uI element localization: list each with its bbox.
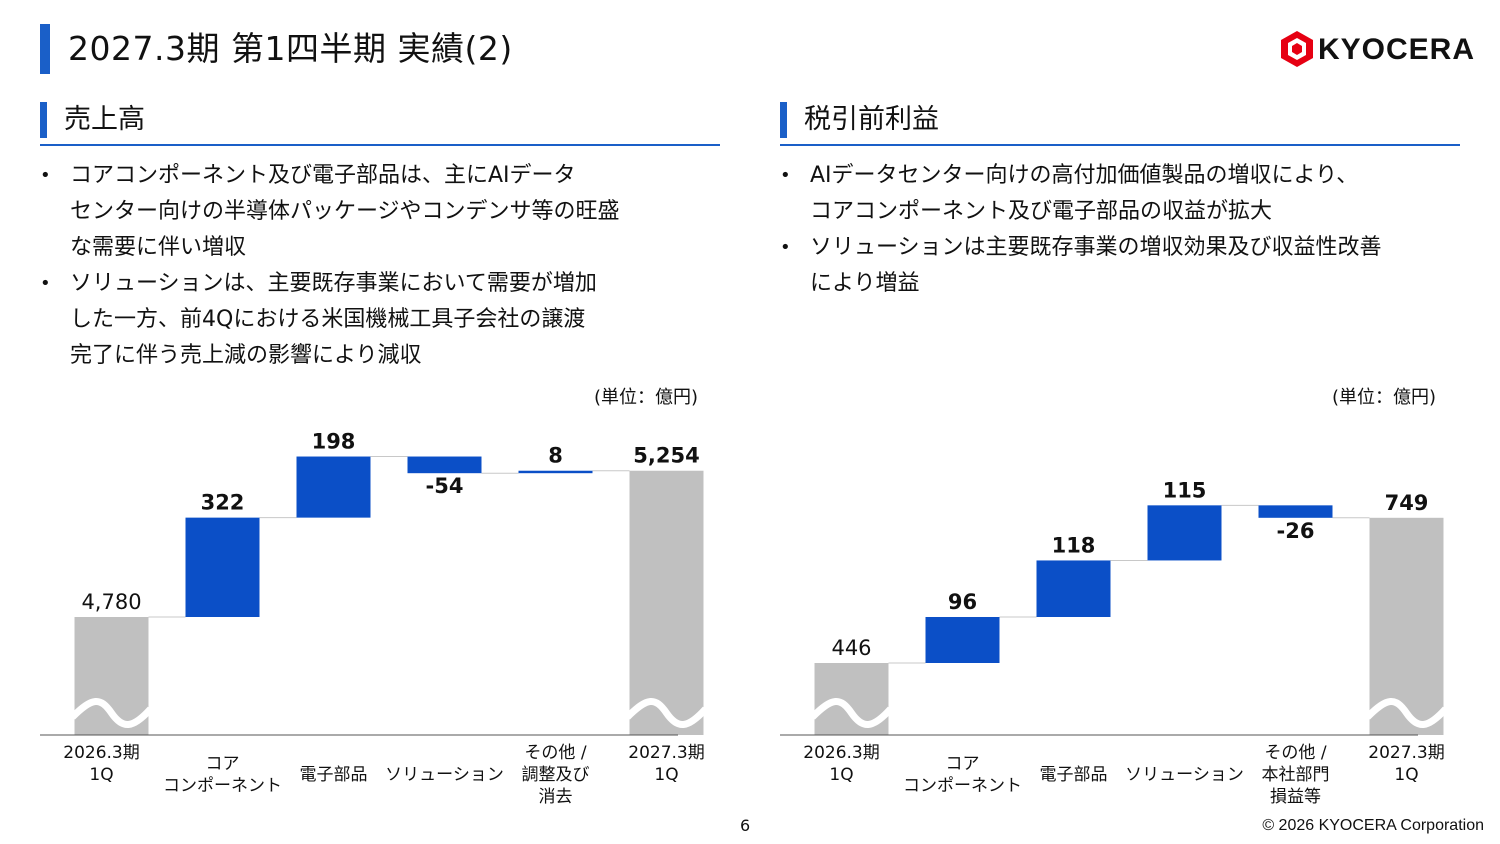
sales-axis-break-mark bbox=[625, 698, 709, 728]
profit-bar bbox=[1258, 505, 1333, 518]
sales-category-label: 2027.3期 1Q bbox=[628, 743, 704, 785]
sales-value-label: 8 bbox=[548, 444, 563, 468]
profit-bar bbox=[1036, 560, 1111, 617]
profit-value-label: 96 bbox=[948, 590, 977, 614]
sales-value-label: 4,780 bbox=[81, 590, 141, 614]
profit-category-label: コアコンポーネント bbox=[903, 754, 1022, 796]
profit-bullet-2: ソリューションは主要既存事業の増収効果及び収益性改善 により増益 bbox=[780, 230, 1470, 302]
profit-bar bbox=[925, 616, 1000, 663]
sales-waterfall-chart: 4,780 322 198 -54 8 5,254 2026.3期 1Q コアコンポーネント電子… bbox=[40, 430, 709, 807]
profit-bullets: AIデータセンター向けの高付加価値製品の増収により、 コアコンポーネント及び電子… bbox=[780, 158, 1470, 302]
kyocera-logo-text: KYOCERA bbox=[1318, 33, 1476, 66]
page-title: 2027.3期 第1四半期 実績(2) bbox=[68, 29, 513, 68]
kyocera-mark-icon bbox=[1281, 31, 1313, 67]
title-accent-bar bbox=[40, 24, 50, 74]
sales-bar bbox=[518, 470, 593, 474]
sales-category-label: 2026.3期 1Q bbox=[63, 743, 139, 785]
profit-unit-label: (単位：億円) bbox=[1332, 387, 1437, 408]
profit-category-label: 電子部品 bbox=[1040, 765, 1108, 785]
sales-bar bbox=[296, 456, 371, 518]
sales-value-label: -54 bbox=[426, 474, 464, 498]
copyright: © 2026 KYOCERA Corporation bbox=[1262, 817, 1484, 834]
profit-section-rule bbox=[780, 144, 1460, 146]
profit-category-label: その他 /本社部門損益等 bbox=[1262, 743, 1330, 807]
profit-bar bbox=[1147, 505, 1222, 561]
profit-section-title: 税引前利益 bbox=[804, 104, 939, 135]
sales-bar bbox=[629, 470, 704, 735]
page-number: 6 bbox=[740, 816, 751, 835]
profit-waterfall-chart: 446 96 118 115 -26 749 2026.3期 1Q コアコンポーネント電子部品ソ… bbox=[780, 478, 1449, 807]
profit-section-accent bbox=[780, 102, 787, 138]
kyocera-logo: KYOCERA bbox=[1280, 30, 1474, 70]
profit-axis-break-mark bbox=[810, 698, 894, 728]
profit-category-label: 2027.3期 1Q bbox=[1368, 743, 1444, 785]
profit-value-label: 115 bbox=[1163, 478, 1207, 502]
sales-category-label: コアコンポーネント bbox=[163, 754, 282, 796]
sales-category-label: 電子部品 bbox=[300, 765, 368, 785]
profit-category-label: 2026.3期 1Q bbox=[803, 743, 879, 785]
sales-category-label: その他 /調整及び消去 bbox=[522, 743, 590, 807]
sales-bullet-2: ソリューションは、主要既存事業において需要が増加 した一方、前4Qにおける米国機… bbox=[40, 266, 720, 374]
sales-section-rule bbox=[40, 144, 720, 146]
profit-value-label: 749 bbox=[1385, 491, 1429, 515]
sales-bar bbox=[185, 517, 260, 617]
profit-bar bbox=[1369, 517, 1444, 735]
sales-bullet-1: コアコンポーネント及び電子部品は、主にAIデータ センター向けの半導体パッケージ… bbox=[40, 158, 720, 266]
sales-bullets: コアコンポーネント及び電子部品は、主にAIデータ センター向けの半導体パッケージ… bbox=[40, 158, 720, 374]
sales-value-label: 322 bbox=[201, 491, 245, 515]
profit-value-label: 118 bbox=[1052, 533, 1096, 557]
sales-value-label: 198 bbox=[312, 430, 356, 454]
sales-unit-label: (単位：億円) bbox=[594, 387, 699, 408]
profit-bullet-1: AIデータセンター向けの高付加価値製品の増収により、 コアコンポーネント及び電子… bbox=[780, 158, 1470, 230]
profit-category-label: ソリューション bbox=[1125, 765, 1244, 785]
profit-value-label: 446 bbox=[831, 636, 871, 660]
profit-axis-break-mark bbox=[1365, 698, 1449, 728]
sales-bar bbox=[407, 456, 482, 474]
sales-section-title: 売上高 bbox=[64, 104, 145, 135]
sales-value-label: 5,254 bbox=[633, 444, 699, 468]
sales-axis-break-mark bbox=[70, 698, 154, 728]
profit-value-label: -26 bbox=[1277, 519, 1315, 543]
sales-category-label: ソリューション bbox=[385, 765, 504, 785]
sales-section-accent bbox=[40, 102, 47, 138]
